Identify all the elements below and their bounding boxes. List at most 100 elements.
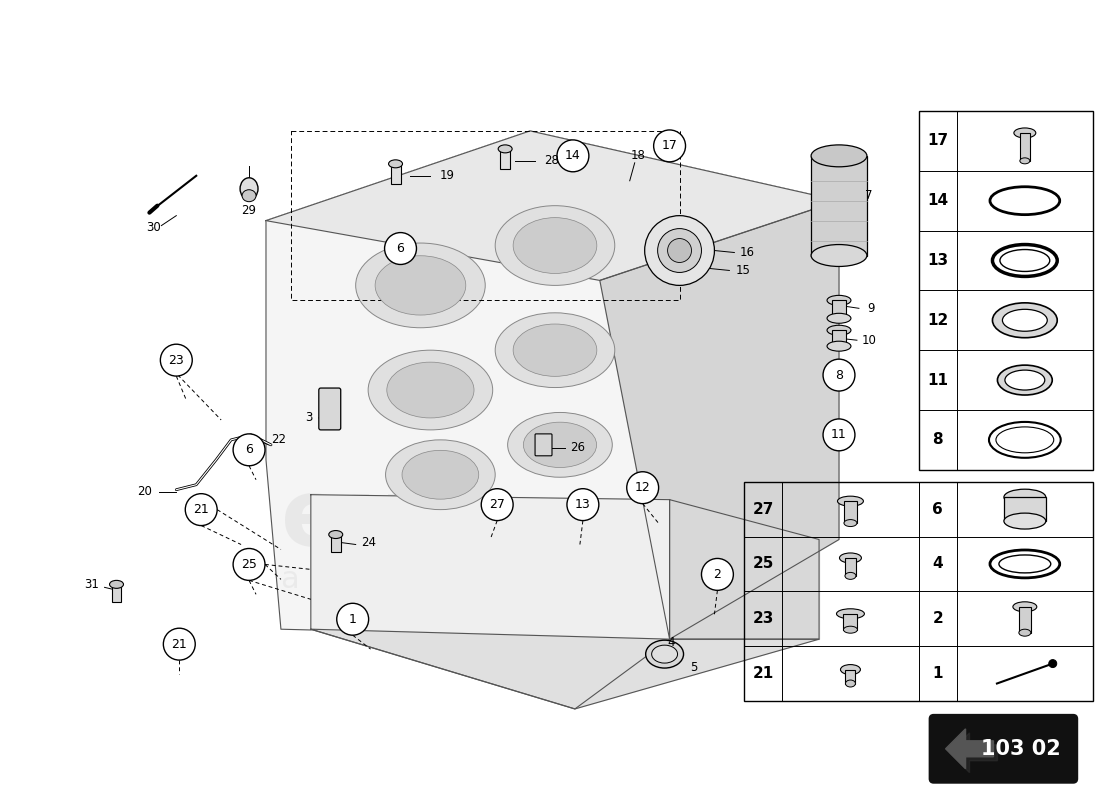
FancyBboxPatch shape: [930, 715, 1077, 782]
Circle shape: [233, 434, 265, 466]
Text: a passion for: a passion for: [280, 565, 477, 594]
Text: 22: 22: [272, 434, 286, 446]
Text: 8: 8: [933, 432, 943, 447]
Ellipse shape: [524, 422, 596, 467]
Text: 1: 1: [933, 666, 943, 681]
Text: since 1985: since 1985: [351, 612, 548, 646]
Text: 2: 2: [714, 568, 722, 581]
Bar: [111, 584, 121, 602]
Circle shape: [557, 140, 588, 172]
Text: 6: 6: [245, 443, 253, 456]
Bar: [500, 149, 510, 169]
Text: 15: 15: [736, 264, 751, 277]
Bar: [331, 534, 341, 553]
Text: 21: 21: [172, 638, 187, 650]
Ellipse shape: [402, 450, 478, 499]
Circle shape: [645, 216, 714, 286]
Polygon shape: [311, 494, 670, 709]
Text: 16: 16: [740, 246, 755, 259]
Ellipse shape: [827, 295, 851, 306]
Bar: [1019, 606, 1031, 633]
Text: 23: 23: [752, 611, 774, 626]
Circle shape: [653, 130, 685, 162]
Text: 7: 7: [865, 190, 872, 202]
Circle shape: [185, 494, 217, 526]
Circle shape: [627, 472, 659, 504]
Text: 27: 27: [752, 502, 774, 517]
Text: 20: 20: [138, 485, 152, 498]
Bar: [832, 300, 846, 318]
Ellipse shape: [1005, 370, 1045, 390]
Ellipse shape: [646, 640, 683, 668]
Ellipse shape: [837, 496, 864, 506]
Text: 21: 21: [752, 666, 774, 681]
Text: 19: 19: [440, 170, 455, 182]
Bar: [845, 558, 856, 576]
Text: 14: 14: [927, 193, 948, 208]
Ellipse shape: [355, 243, 485, 328]
Text: 27: 27: [490, 498, 505, 511]
Ellipse shape: [1004, 489, 1046, 505]
Circle shape: [668, 238, 692, 262]
Ellipse shape: [1004, 513, 1046, 529]
Ellipse shape: [827, 326, 851, 335]
Ellipse shape: [242, 190, 256, 202]
Ellipse shape: [498, 145, 513, 153]
Text: 5: 5: [690, 661, 697, 674]
Polygon shape: [946, 729, 993, 769]
Circle shape: [385, 233, 417, 265]
Ellipse shape: [329, 530, 343, 538]
Circle shape: [481, 489, 513, 521]
Text: 9: 9: [867, 302, 875, 315]
Text: 17: 17: [927, 134, 948, 149]
Circle shape: [161, 344, 192, 376]
Polygon shape: [266, 131, 839, 639]
Bar: [832, 330, 846, 346]
Circle shape: [337, 603, 368, 635]
Text: 103 02: 103 02: [981, 738, 1062, 758]
Ellipse shape: [507, 413, 613, 478]
Ellipse shape: [368, 350, 493, 430]
Ellipse shape: [844, 519, 857, 526]
Text: 4: 4: [668, 636, 675, 649]
Ellipse shape: [1002, 310, 1047, 331]
Ellipse shape: [388, 160, 403, 168]
Ellipse shape: [1013, 602, 1037, 612]
Ellipse shape: [1014, 128, 1036, 138]
Ellipse shape: [375, 256, 465, 315]
Ellipse shape: [840, 665, 860, 674]
Text: 1: 1: [349, 613, 356, 626]
Ellipse shape: [1019, 630, 1031, 636]
Ellipse shape: [386, 440, 495, 510]
Bar: [390, 164, 400, 184]
Text: 3: 3: [305, 411, 312, 425]
Polygon shape: [600, 201, 839, 639]
Ellipse shape: [827, 342, 851, 351]
Text: 28: 28: [544, 154, 560, 167]
Bar: [1020, 133, 1030, 161]
Polygon shape: [266, 131, 839, 281]
Ellipse shape: [836, 609, 865, 618]
Text: euro: euro: [280, 474, 524, 566]
Bar: [844, 614, 857, 630]
Ellipse shape: [827, 314, 851, 323]
Circle shape: [823, 419, 855, 451]
FancyBboxPatch shape: [319, 388, 341, 430]
Polygon shape: [311, 630, 820, 709]
Text: 6: 6: [933, 502, 943, 517]
Text: 11: 11: [927, 373, 948, 387]
Circle shape: [566, 489, 598, 521]
Text: 17: 17: [661, 139, 678, 152]
Bar: [1004, 497, 1046, 521]
Ellipse shape: [844, 626, 857, 633]
Bar: [846, 670, 856, 683]
Text: 25: 25: [752, 557, 774, 571]
Text: 24: 24: [361, 536, 376, 549]
Ellipse shape: [240, 178, 258, 200]
Text: 21: 21: [194, 503, 209, 516]
Text: 18: 18: [630, 150, 645, 162]
Ellipse shape: [513, 218, 597, 274]
FancyBboxPatch shape: [535, 434, 552, 456]
Ellipse shape: [999, 555, 1050, 573]
Ellipse shape: [1020, 158, 1030, 164]
